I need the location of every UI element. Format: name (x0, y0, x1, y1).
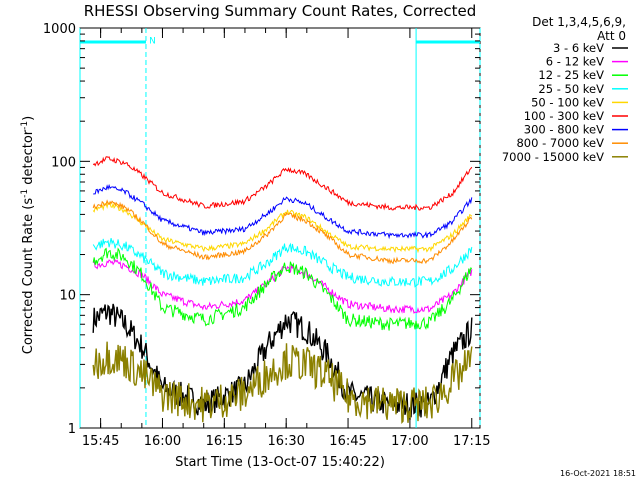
series-line-3 (92, 237, 473, 288)
y-axis-label-sup1: -1 (20, 189, 30, 198)
legend-label-1: 6 - 12 keV (546, 55, 604, 69)
legend-title-2: Att 0 (597, 29, 626, 43)
series-layer (92, 156, 473, 425)
axis-ticks: 1 10 100 1000 15:45 16:00 16:15 16:30 16:45 17:00… (43, 22, 491, 449)
series-line-8 (92, 341, 473, 425)
x-tick-label-0: 15:45 (82, 434, 119, 449)
x-tick-label-6: 17:15 (453, 434, 490, 449)
y-tick-label-0: 1 (68, 422, 76, 437)
legend-label-2: 12 - 25 keV (538, 68, 604, 82)
y-axis-label-end: ) (21, 116, 36, 121)
chart-title: RHESSI Observing Summary Count Rates, Co… (84, 2, 477, 20)
x-tick-label-3: 16:30 (267, 434, 304, 449)
series-line-7 (92, 199, 473, 265)
x-tick-label-2: 16:15 (206, 434, 243, 449)
legend-label-4: 50 - 100 keV (531, 95, 604, 109)
y-axis-label: Corrected Count Rate (s-1 detector-1) (20, 116, 36, 354)
y-tick-label-2: 100 (51, 155, 76, 170)
legend-label-6: 300 - 800 keV (524, 123, 604, 137)
legend-label-5: 100 - 300 keV (524, 109, 604, 123)
y-tick-label-3: 1000 (43, 22, 76, 37)
x-tick-label-5: 17:00 (391, 434, 428, 449)
observing-overlay: N (79, 28, 481, 428)
series-line-5 (92, 156, 473, 211)
footer-timestamp: 16-Oct-2021 18:51 (560, 469, 636, 478)
y-axis-label-sup2: -1 (20, 121, 30, 130)
annotation-0: N (149, 37, 156, 47)
series-line-6 (93, 183, 473, 240)
y-axis-label-main: Corrected Count Rate (s (21, 198, 36, 355)
series-line-1 (92, 258, 473, 314)
x-tick-label-4: 16:45 (329, 434, 366, 449)
series-line-2 (92, 247, 473, 331)
y-tick-label-1: 10 (59, 289, 76, 304)
legend-label-7: 800 - 7000 keV (516, 136, 604, 150)
legend-label-3: 25 - 50 keV (538, 82, 604, 96)
y-axis-label-mid: detector (21, 129, 36, 189)
x-axis-label: Start Time (13-Oct-07 15:40:22) (175, 455, 385, 470)
legend-title-1: Det 1,3,4,5,6,9, (532, 15, 626, 29)
legend-label-8: 7000 - 15000 keV (502, 150, 604, 164)
x-tick-label-1: 16:00 (144, 434, 181, 449)
legend-label-0: 3 - 6 keV (553, 41, 604, 55)
